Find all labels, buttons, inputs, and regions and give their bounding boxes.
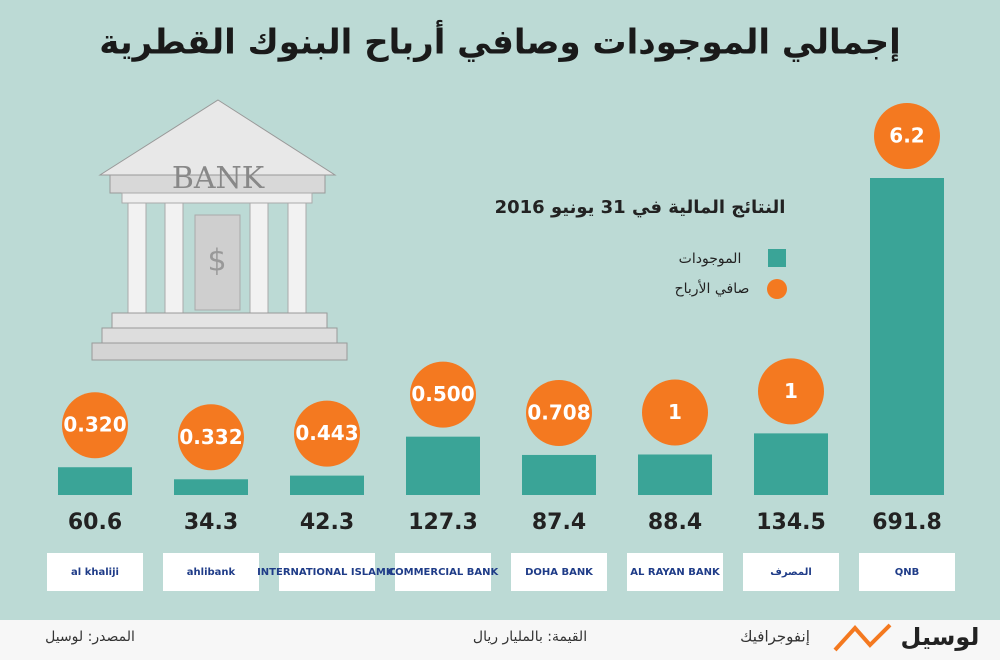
profit-label: 0.500 bbox=[411, 382, 474, 406]
logo-box bbox=[163, 553, 259, 591]
profit-circle bbox=[758, 358, 824, 425]
value-label: 34.3 bbox=[184, 510, 238, 535]
category-label: DOHA BANK bbox=[525, 567, 594, 578]
legend: الموجودات صافي الأرباح bbox=[675, 249, 787, 299]
value-label: 88.4 bbox=[648, 510, 702, 535]
category-label: INTERNATIONAL ISLAMIC bbox=[257, 567, 397, 578]
category-label: المصرف bbox=[770, 567, 812, 578]
footer-brand: لوسيل bbox=[901, 623, 980, 651]
bar bbox=[870, 178, 944, 495]
profit-label: 0.320 bbox=[63, 413, 126, 437]
profit-label: 0.443 bbox=[295, 421, 358, 445]
value-label: 60.6 bbox=[68, 510, 122, 535]
svg-text:$: $ bbox=[207, 244, 226, 279]
logo-box bbox=[47, 553, 143, 591]
bar bbox=[754, 433, 828, 495]
bank-illustration: $ BANK bbox=[91, 99, 348, 361]
profit-circle bbox=[294, 400, 360, 467]
illustration-label: BANK bbox=[172, 161, 265, 196]
logo-box bbox=[627, 553, 723, 591]
legend-label: صافي الأرباح bbox=[675, 279, 750, 297]
profit-circle bbox=[526, 379, 592, 446]
logo-box bbox=[279, 553, 375, 591]
value-label: 134.5 bbox=[756, 510, 826, 535]
bar bbox=[522, 454, 596, 495]
value-label: 87.4 bbox=[532, 510, 586, 535]
footer-unit: القيمة: بالمليار ريال bbox=[473, 629, 587, 645]
profit-label: 0.332 bbox=[179, 425, 242, 449]
legend-label: الموجودات bbox=[679, 251, 742, 267]
bar bbox=[290, 475, 364, 495]
category-label: AL RAYAN BANK bbox=[630, 567, 721, 578]
profit-circle bbox=[62, 392, 128, 459]
profit-circle bbox=[642, 379, 708, 446]
category-label: ahlibank bbox=[187, 567, 236, 578]
value-label: 127.3 bbox=[408, 510, 478, 535]
category-label: QNB bbox=[895, 567, 920, 578]
profit-circle bbox=[410, 361, 476, 428]
logo-box bbox=[395, 553, 491, 591]
logo-box bbox=[743, 553, 839, 591]
footer-source: المصدر: لوسيل bbox=[45, 629, 135, 645]
plot: 0.320 60.6 al khaliji 0.332 34.3 ahlibank 0.44… bbox=[47, 103, 955, 591]
profit-label: 0.708 bbox=[527, 400, 590, 424]
category-label: COMMERCIAL BANK bbox=[388, 567, 500, 578]
chart-title: إجمالي الموجودات وصافي أرباح البنوك القط… bbox=[99, 20, 901, 63]
value-label: 42.3 bbox=[300, 510, 354, 535]
legend-swatch bbox=[768, 249, 786, 267]
bar bbox=[58, 467, 132, 495]
bar bbox=[174, 479, 248, 495]
profit-label: 1 bbox=[784, 379, 798, 403]
category-label: al khaliji bbox=[71, 567, 119, 578]
subtitle: النتائج المالية في 31 يونيو 2016 bbox=[495, 197, 786, 218]
brand-mark bbox=[833, 623, 892, 652]
profit-label: 1 bbox=[668, 400, 682, 424]
logo-box bbox=[511, 553, 607, 591]
bar bbox=[638, 454, 712, 495]
legend-swatch bbox=[767, 279, 787, 299]
bar bbox=[406, 436, 480, 495]
footer-band bbox=[0, 620, 1000, 660]
logo-box bbox=[859, 553, 955, 591]
value-label: 691.8 bbox=[872, 510, 942, 535]
profit-circle bbox=[874, 103, 940, 169]
profit-label: 6.2 bbox=[889, 124, 924, 148]
profit-circle bbox=[178, 404, 244, 471]
footer-section: إنفوجرافيك bbox=[740, 628, 810, 646]
